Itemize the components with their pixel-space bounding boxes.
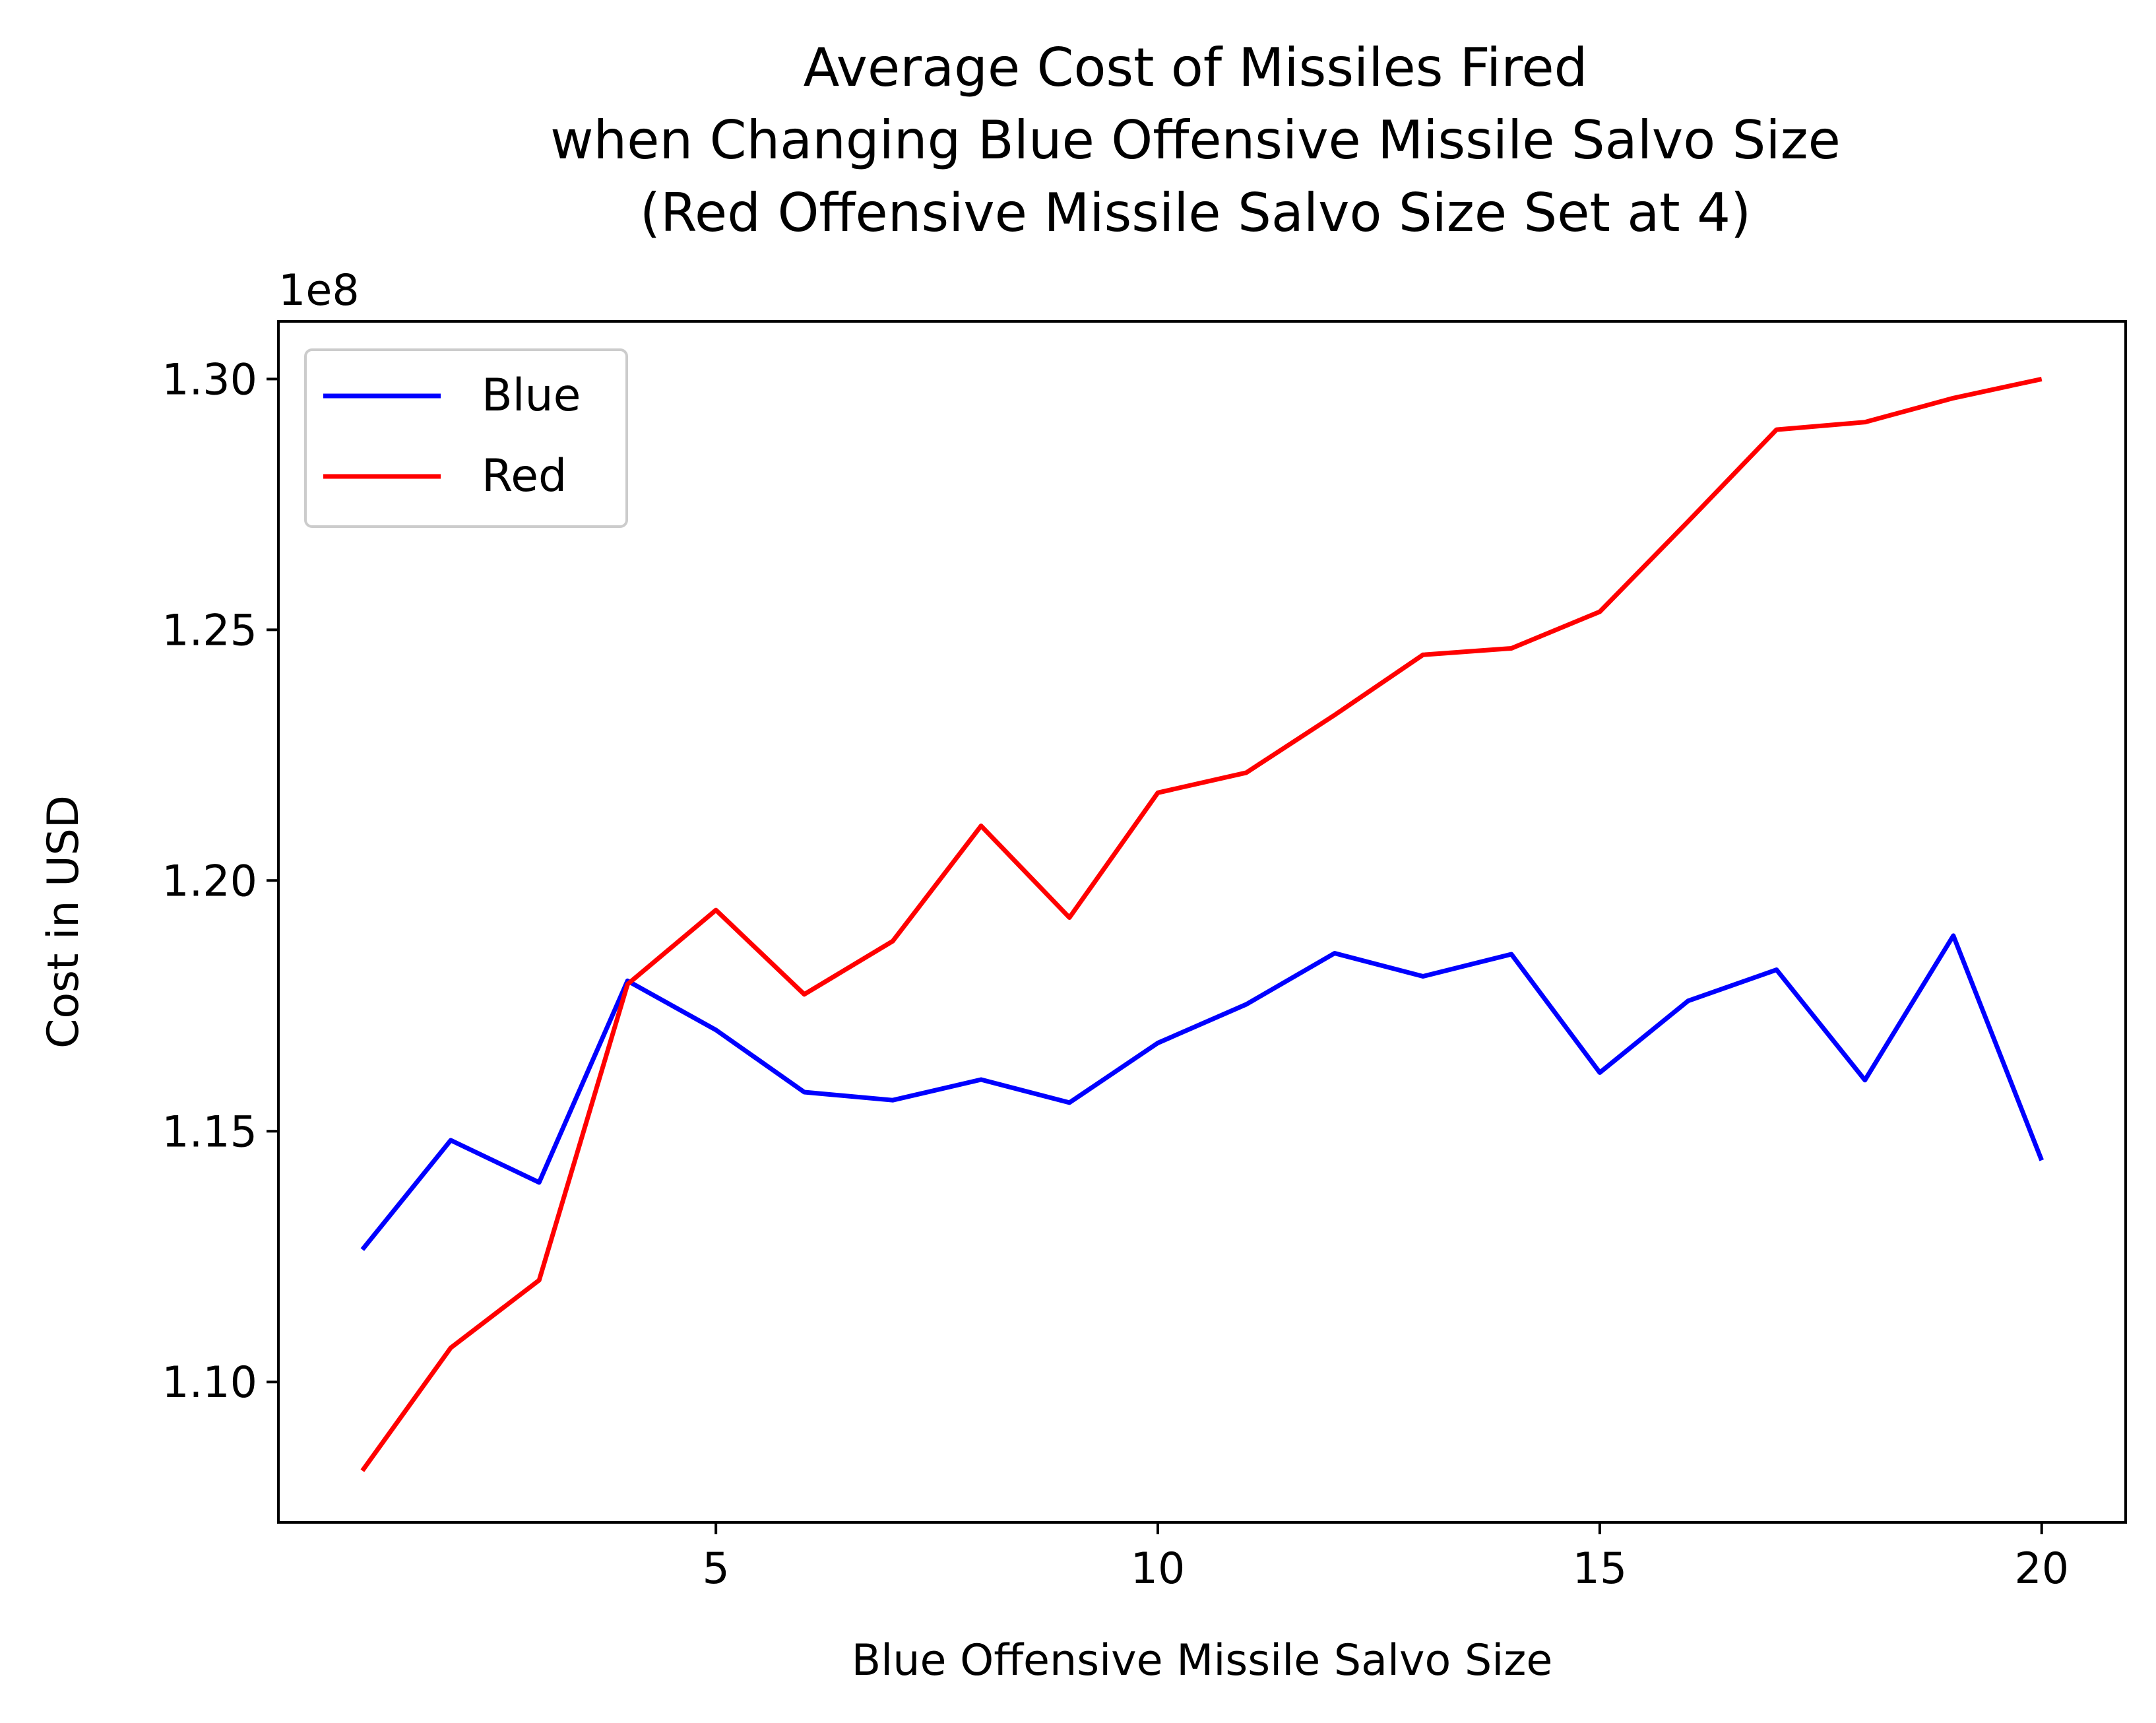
y-tick-label: 1.20 — [162, 857, 257, 906]
legend: Blue Red — [304, 348, 628, 528]
y-tick-label: 1.30 — [162, 355, 257, 405]
series-lines — [360, 376, 2044, 1472]
y-axis-ticks: 1.10 1.15 1.20 1.25 1.30 — [162, 355, 278, 1408]
chart-title-line-2: when Changing Blue Offensive Missile Sal… — [550, 110, 1841, 171]
series-line-blue — [360, 933, 2044, 1251]
x-tick-label: 20 — [2014, 1544, 2069, 1594]
legend-label-blue: Blue — [482, 370, 581, 422]
legend-label-red: Red — [482, 450, 567, 502]
y-tick-label: 1.15 — [162, 1107, 257, 1157]
y-tick-label: 1.10 — [162, 1358, 257, 1408]
x-tick-label: 15 — [1573, 1544, 1628, 1594]
x-tick-label: 10 — [1131, 1544, 1186, 1594]
series-line-red — [360, 376, 2043, 1472]
chart-title: Average Cost of Missiles Fired when Chan… — [550, 37, 1841, 244]
x-tick-label: 5 — [702, 1544, 729, 1594]
chart-title-line-3: (Red Offensive Missile Salvo Size Set at… — [640, 182, 1751, 244]
plot-area-frame — [277, 320, 2127, 1524]
chart-title-line-1: Average Cost of Missiles Fired — [804, 37, 1588, 98]
y-tick-label: 1.25 — [162, 606, 257, 655]
x-axis-label: Blue Offensive Missile Salvo Size — [852, 1636, 1553, 1685]
x-axis-ticks: 5 10 15 20 — [702, 1522, 2069, 1594]
y-offset-label: 1e8 — [278, 266, 360, 315]
y-axis-label: Cost in USD — [39, 795, 88, 1049]
